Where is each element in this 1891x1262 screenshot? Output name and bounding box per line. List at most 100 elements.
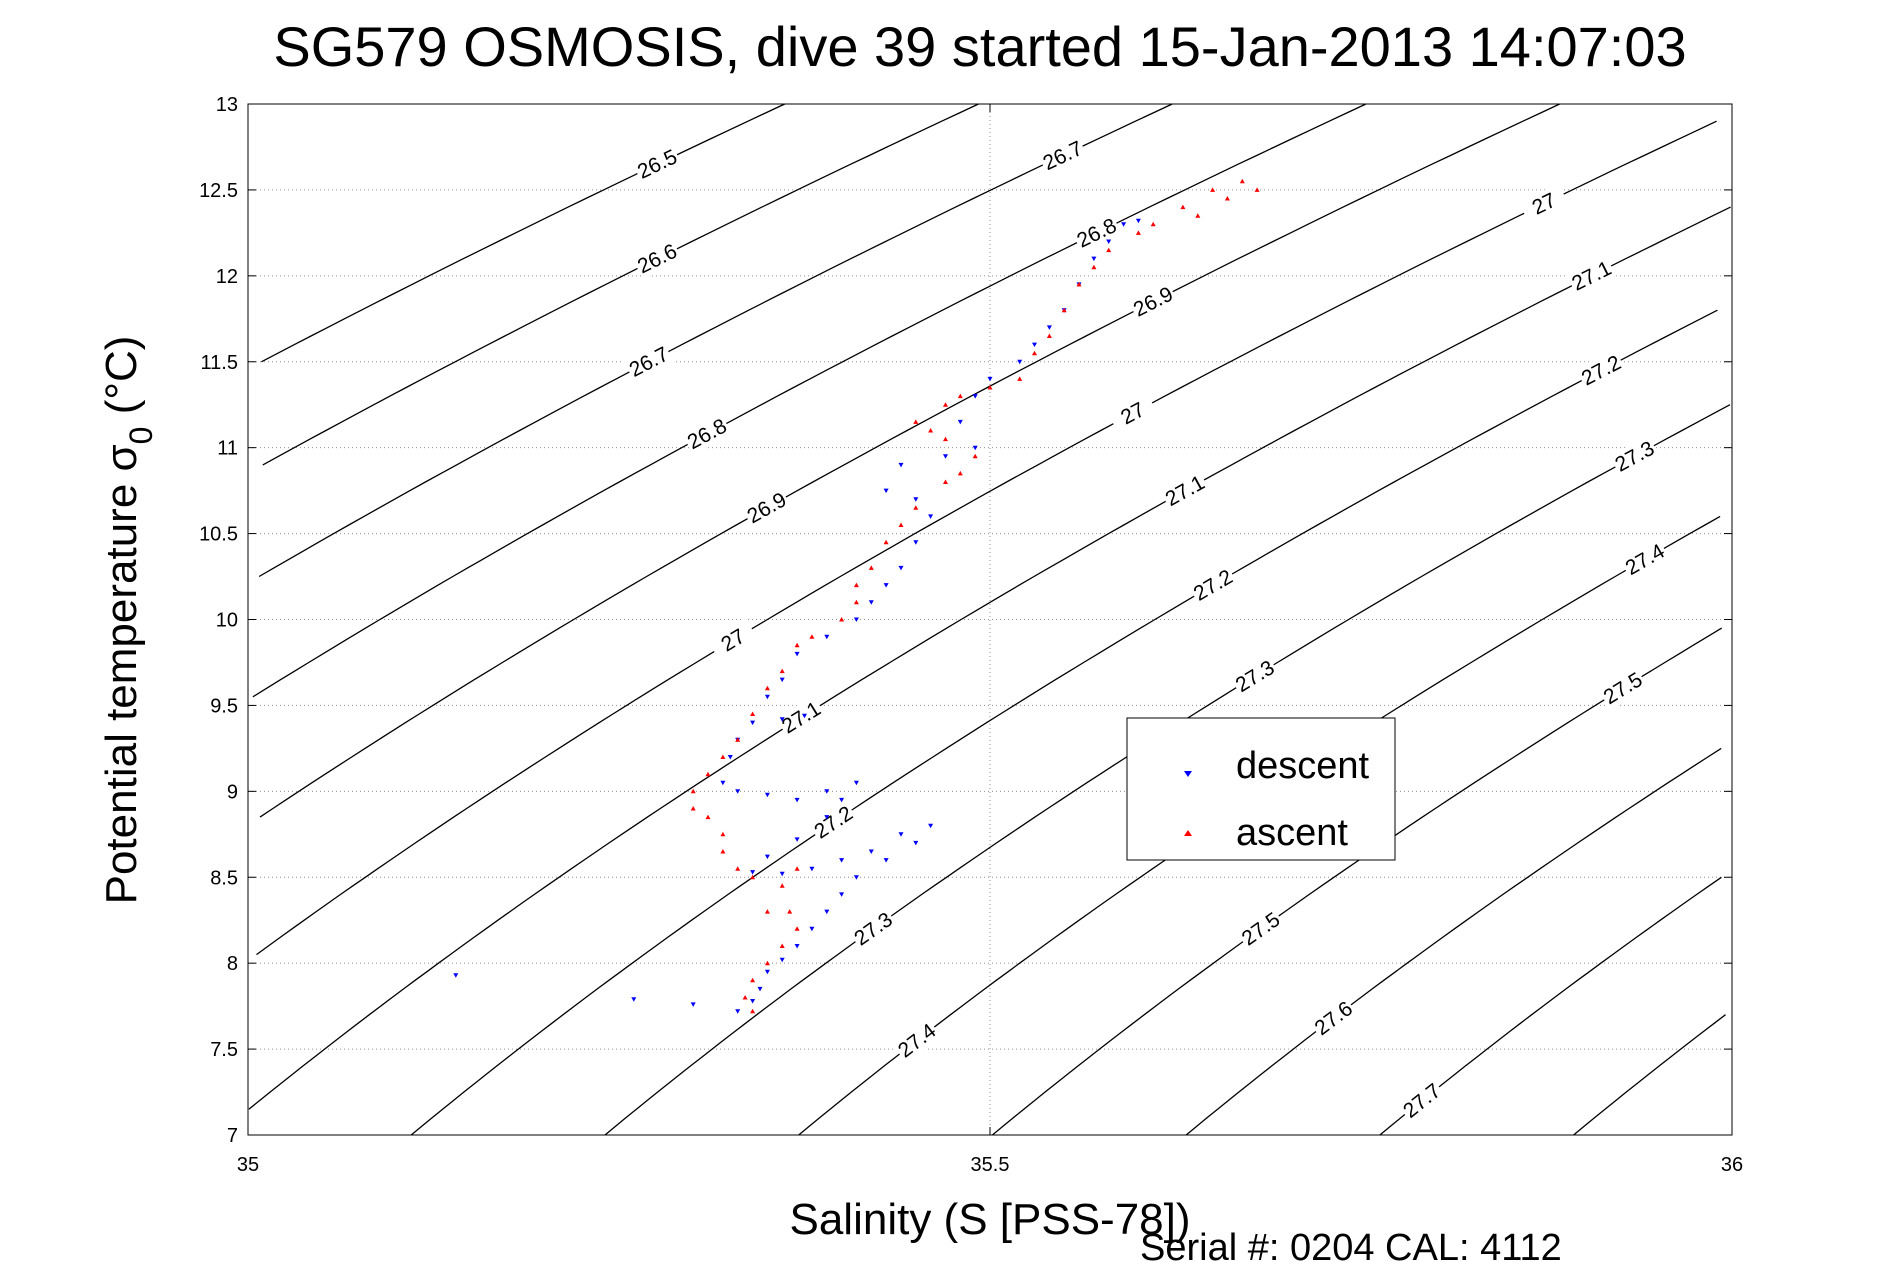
ascent-point [943, 436, 948, 442]
descent-point [913, 497, 919, 502]
contour-label: 26.8 [1071, 212, 1122, 254]
descent-point [883, 858, 889, 863]
descent-point [913, 840, 919, 846]
ascent-point [750, 1008, 756, 1014]
contour-line [258, 103, 1173, 578]
descent-point [824, 909, 830, 915]
descent-point [943, 454, 948, 459]
descent-point [764, 694, 770, 700]
contour-label: 27.7 [1397, 1077, 1447, 1124]
contour-label-bg [1235, 906, 1286, 952]
ascent-point [957, 470, 963, 476]
contour-label-bg [776, 695, 827, 740]
ascent-point [987, 385, 993, 390]
descent-point [928, 514, 934, 519]
contour-label-bg [1308, 995, 1359, 1042]
y-tick-label: 8 [227, 953, 238, 975]
contour-label: 26.7 [623, 341, 674, 383]
contour-label: 26.8 [681, 412, 733, 455]
contour-line [252, 103, 1367, 698]
ascent-point [957, 393, 963, 399]
descent-point [779, 871, 785, 877]
legend-descent-marker [1184, 771, 1192, 777]
descent-point [764, 792, 770, 798]
descent-point [824, 815, 830, 820]
ascent-point [883, 539, 889, 545]
y-tick-label: 12.5 [199, 180, 238, 202]
descent-point [839, 797, 845, 803]
contour-label-bg [848, 906, 899, 952]
contour-line [259, 103, 1560, 818]
ascent-point [839, 617, 845, 622]
ascent-point [750, 977, 756, 983]
contour-label-bg [808, 800, 859, 845]
descent-point [839, 892, 845, 897]
contour-label: 27.2 [808, 800, 859, 845]
y-tick-label: 9.5 [210, 695, 238, 717]
descent-point [809, 866, 815, 872]
ascent-point [705, 771, 711, 777]
y-axis-label: Potential temperature σ0 (°C) [97, 336, 159, 905]
ascent-point [750, 711, 756, 716]
ascent-point [779, 943, 785, 948]
contour-label: 26.9 [741, 486, 792, 529]
descent-point [839, 858, 845, 863]
contour-label: 27.3 [848, 906, 899, 952]
contour-label-bg [1397, 1077, 1447, 1124]
legend-box [1126, 717, 1396, 861]
data-series [453, 178, 1260, 1014]
ascent-point [1032, 350, 1037, 356]
descent-point [883, 583, 889, 588]
contour-label-bg [1619, 538, 1670, 581]
y-tick-label: 10.5 [199, 524, 238, 546]
descent-point [1106, 239, 1112, 244]
contour-label-bg [1609, 435, 1660, 478]
descent-point [794, 651, 800, 657]
contour-label-text: 27.4 [894, 1019, 941, 1062]
descent-point [928, 823, 934, 829]
y-tick-label: 9 [227, 781, 238, 803]
contour-label: 27.5 [1597, 666, 1648, 710]
y-tick-label: 11.5 [201, 352, 238, 374]
contour-label: 26.5 [632, 143, 683, 185]
legend: descent ascent [1126, 717, 1396, 861]
descent-point [824, 789, 830, 794]
ascent-point [853, 599, 859, 605]
contour-line [991, 627, 1723, 1136]
contour-label-bg [1229, 654, 1280, 698]
descent-point [809, 926, 815, 932]
contour-label-bg [1037, 135, 1088, 176]
descent-point [972, 394, 978, 399]
descent-point [853, 780, 859, 786]
ascent-point [794, 926, 800, 931]
descent-point [972, 445, 978, 451]
contour-label-bg [681, 412, 733, 455]
contour-line [256, 120, 1717, 956]
contour-label-bg [707, 618, 759, 662]
legend-ascent-label: ascent [1236, 812, 1348, 854]
ascent-point [1150, 221, 1156, 227]
density-contours: 26.526.626.726.726.826.826.926.927272727… [248, 103, 1731, 1136]
ascent-point [868, 565, 874, 570]
descent-point [779, 957, 785, 963]
contour-label-bg [1518, 183, 1569, 225]
serial-cal-label: Serial #: 0204 CAL: 4112 [1140, 1227, 1562, 1262]
ascent-point [764, 909, 770, 914]
contour-label-bg [1159, 469, 1210, 512]
axis-ticks: 35 35.5 36 7 7.5 8 8.5 9 9.5 10 10.5 11 11.5 12 12.5 13 [199, 94, 1743, 1176]
contour-line [1573, 1014, 1726, 1136]
ascent-point [1076, 281, 1082, 287]
contour-label: 27.3 [1609, 435, 1660, 478]
descent-point [868, 600, 874, 605]
x-tick-label: 35.5 [971, 1154, 1010, 1176]
ascent-point [1180, 204, 1186, 210]
descent-point [1091, 256, 1097, 262]
descent-point [779, 677, 785, 683]
descent-point [1046, 325, 1052, 330]
contour-label-bg [1597, 666, 1648, 710]
contour-line [261, 103, 785, 363]
ascent-point [1135, 230, 1141, 235]
x-tick-label: 35 [237, 1154, 259, 1176]
ascent-point [809, 634, 815, 639]
contour-label-bg [892, 1017, 942, 1064]
